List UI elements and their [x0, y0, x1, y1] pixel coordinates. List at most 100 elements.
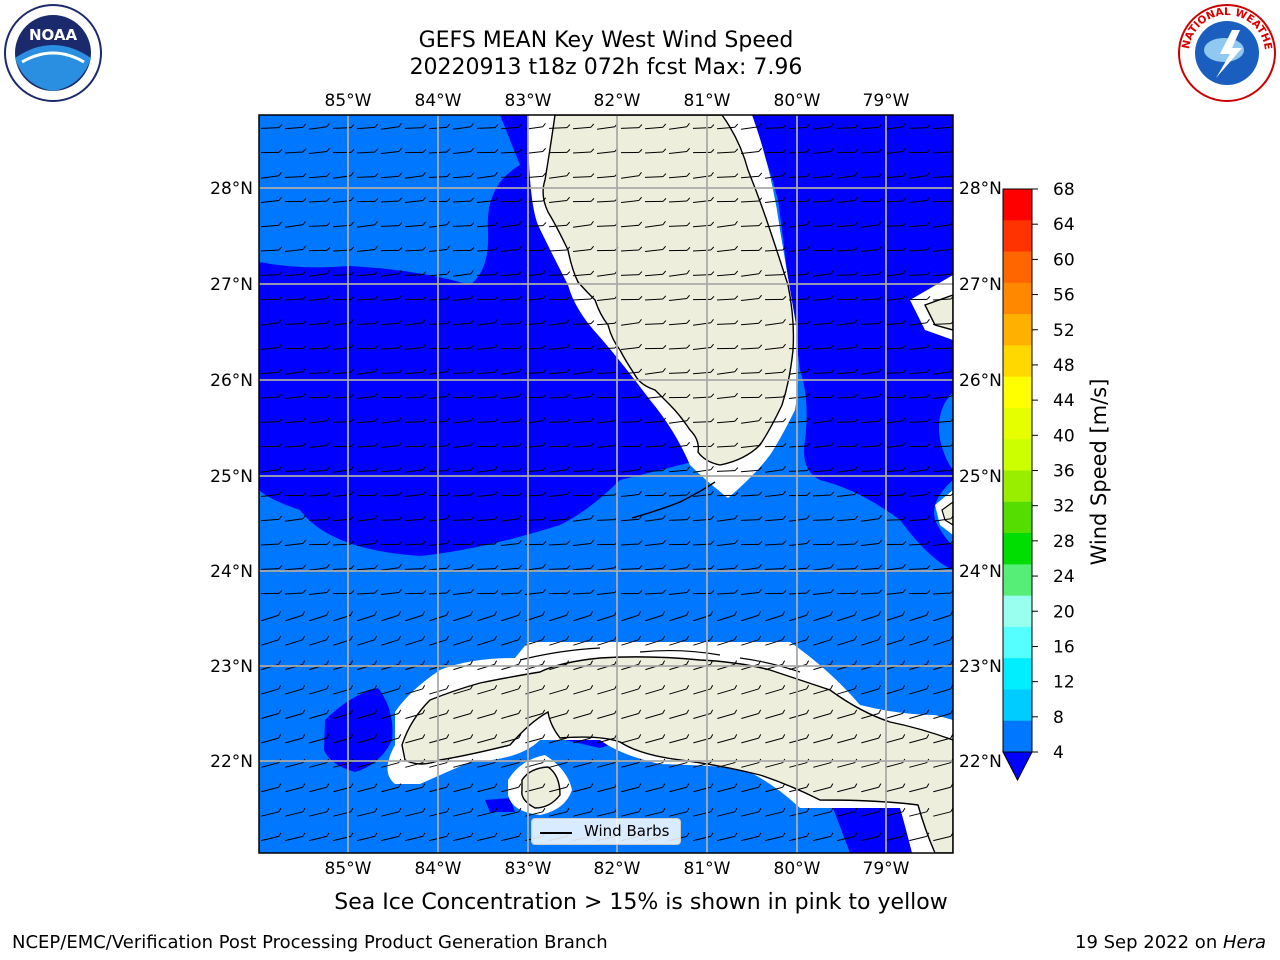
wind-barb — [405, 734, 426, 744]
wind-barb — [620, 590, 643, 595]
wind-barb — [716, 320, 739, 325]
wind-barb — [404, 565, 427, 570]
wind-barb — [285, 635, 305, 646]
wind-barb — [453, 588, 474, 596]
wind-barb — [573, 368, 594, 375]
wind-barb — [261, 343, 282, 351]
land-bahamas — [924, 294, 953, 331]
wind-barb — [764, 393, 787, 399]
wind-barb — [261, 196, 282, 204]
wind-barb — [285, 392, 306, 400]
wind-barb — [645, 392, 666, 400]
wind-barb — [357, 734, 378, 744]
wind-barb — [717, 515, 738, 522]
wind-barb — [285, 783, 306, 793]
wind-barb — [908, 246, 931, 252]
wind-barb — [669, 441, 690, 449]
wind-barb — [884, 172, 907, 179]
wind-barb — [885, 734, 906, 744]
wind-barb — [284, 148, 307, 154]
colorbar-tick: 36 — [1053, 462, 1075, 482]
wind-barb — [837, 172, 858, 179]
wind-barb — [501, 392, 522, 400]
wind-barb — [356, 589, 379, 595]
wind-barb — [692, 443, 715, 448]
wind-barb — [260, 271, 283, 276]
wind-barb — [789, 709, 810, 719]
wind-barb — [380, 369, 403, 374]
land-florida — [542, 115, 795, 466]
wind-barb — [405, 832, 426, 842]
wind-barb — [764, 368, 787, 375]
wind-barb — [452, 222, 475, 227]
wind-barb — [260, 418, 283, 423]
wind-barb — [908, 515, 931, 522]
colorbar-segment — [1003, 720, 1032, 753]
wind-barb — [549, 490, 570, 498]
wind-barb — [405, 490, 426, 498]
wind-barb — [261, 832, 282, 842]
wind-barb — [668, 466, 691, 473]
wind-barb — [620, 124, 643, 129]
wind-barb — [836, 418, 859, 423]
wind-barb — [741, 832, 762, 842]
wind-barb — [453, 294, 474, 302]
wind-barb — [309, 734, 330, 744]
legend-label: Wind Barbs — [584, 822, 670, 840]
wind-barb — [741, 417, 762, 424]
colorbar-tick: 40 — [1053, 426, 1075, 446]
wind-barb — [669, 734, 690, 744]
wind-barb — [692, 221, 715, 228]
wind-barb — [885, 684, 906, 695]
wind-barb — [765, 172, 786, 179]
wind-barb — [644, 123, 667, 130]
wind-barb — [452, 466, 475, 473]
lon-tick-top: 83°W — [505, 91, 552, 111]
wind-barb — [501, 539, 522, 547]
wind-barb — [380, 247, 403, 252]
wind-barb — [788, 320, 811, 325]
colorbar-tick: 8 — [1053, 708, 1064, 728]
wind-barb — [765, 832, 786, 842]
wind-barb — [884, 516, 907, 521]
wind-barb — [909, 635, 929, 646]
wind-barb — [813, 635, 833, 646]
colorbar-tick: 68 — [1053, 180, 1075, 200]
wind-barb — [452, 516, 475, 521]
wind-barb — [765, 783, 786, 793]
wind-barb — [621, 172, 642, 179]
wind-barb — [285, 832, 306, 842]
wind-barb — [285, 684, 306, 695]
colorbar-tick: 64 — [1053, 215, 1075, 235]
wind-field-below-4-isle — [485, 798, 515, 812]
wind-barb — [453, 807, 474, 817]
wind-barb — [717, 221, 738, 228]
wind-barb — [764, 540, 787, 546]
wind-barb — [381, 270, 402, 277]
wind-barb — [452, 344, 475, 350]
wind-barb — [764, 221, 787, 228]
wind-barb — [669, 611, 689, 622]
wind-barb — [693, 490, 714, 498]
wind-barb — [476, 565, 499, 570]
wind-barb — [405, 319, 426, 326]
wind-barb — [789, 539, 810, 547]
wind-barb — [501, 832, 522, 842]
wind-barb — [548, 221, 571, 228]
wind-barb — [548, 296, 571, 301]
wind-barb — [812, 466, 835, 473]
wind-field-below-4-atlantic — [752, 115, 953, 570]
wind-barb — [380, 491, 403, 497]
wind-barb — [357, 515, 378, 522]
wind-barb — [741, 684, 762, 695]
wind-barb — [405, 635, 425, 646]
wind-barb — [885, 564, 906, 571]
wind-barb — [741, 709, 762, 719]
wind-barb — [572, 123, 595, 130]
wind-barb — [813, 417, 834, 424]
wind-barb — [860, 492, 883, 497]
wind-barb — [765, 807, 786, 817]
wind-barb — [260, 368, 283, 375]
wind-barb — [381, 564, 402, 571]
wind-barb — [476, 590, 499, 595]
